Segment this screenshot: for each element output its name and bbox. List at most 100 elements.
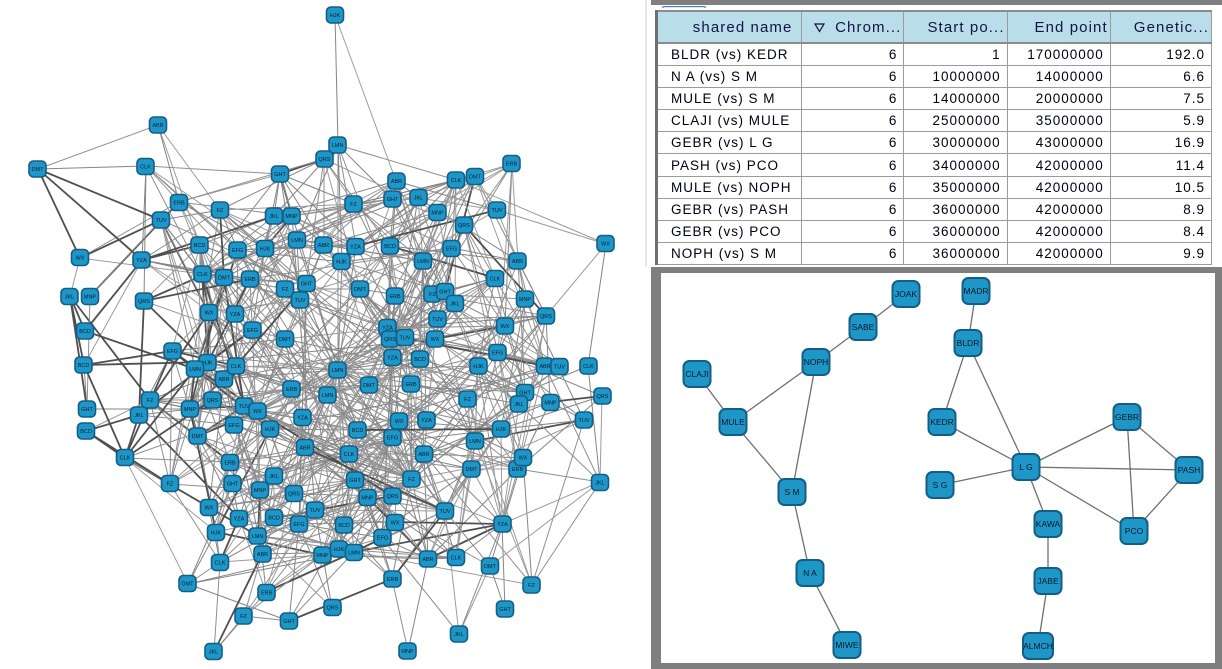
svg-text:GHT: GHT: [81, 407, 93, 413]
svg-text:JKL: JKL: [65, 295, 74, 301]
svg-text:ABR: ABR: [218, 377, 229, 383]
svg-text:TUV: TUV: [432, 317, 443, 323]
svg-text:JKL: JKL: [134, 413, 143, 419]
svg-text:PCO: PCO: [1125, 526, 1144, 536]
svg-text:ERB: ERB: [512, 467, 524, 473]
svg-text:GHT: GHT: [499, 607, 511, 613]
svg-text:LMN: LMN: [332, 368, 344, 374]
svg-text:HJK: HJK: [265, 427, 276, 433]
svg-text:ABR: ABR: [418, 452, 429, 458]
svg-text:DMT: DMT: [218, 276, 231, 282]
svg-text:ERB: ERB: [387, 577, 399, 583]
svg-text:QRS: QRS: [384, 337, 396, 343]
svg-text:HJK: HJK: [473, 364, 484, 370]
svg-text:JKL: JKL: [514, 402, 523, 408]
svg-text:FZ: FZ: [147, 398, 154, 404]
svg-text:ABR: ABR: [318, 243, 329, 249]
svg-text:ERB: ERB: [173, 201, 185, 207]
svg-text:ERB: ERB: [405, 382, 417, 388]
svg-text:YZA: YZA: [136, 258, 147, 264]
svg-text:KAWA: KAWA: [1036, 519, 1061, 529]
svg-text:JKL: JKL: [269, 474, 278, 480]
svg-text:DMT: DMT: [469, 175, 482, 181]
svg-text:JKL: JKL: [595, 481, 604, 487]
svg-text:CLK: CLK: [197, 272, 208, 278]
svg-text:ABR: ABR: [512, 259, 523, 265]
svg-text:YZA: YZA: [497, 522, 508, 528]
svg-text:MNP: MNP: [431, 211, 444, 217]
svg-text:JKL: JKL: [454, 632, 463, 638]
svg-text:MNP: MNP: [254, 488, 267, 494]
svg-text:BCD: BCD: [78, 363, 90, 369]
svg-text:CLK: CLK: [120, 456, 131, 462]
svg-text:LMN: LMN: [322, 393, 334, 399]
svg-text:TUV: TUV: [554, 365, 565, 371]
svg-text:YZA: YZA: [230, 312, 241, 318]
svg-text:ERB: ERB: [389, 294, 401, 300]
svg-text:BCD: BCD: [194, 243, 206, 249]
svg-text:MULE: MULE: [721, 417, 745, 427]
svg-text:GHT: GHT: [519, 391, 531, 397]
svg-text:YZA: YZA: [387, 356, 398, 362]
svg-text:ABR: ABR: [299, 446, 310, 452]
svg-text:HJK: HJK: [260, 247, 271, 253]
svg-text:FZ: FZ: [408, 477, 415, 483]
svg-text:CLK: CLK: [490, 277, 501, 283]
svg-text:DMT: DMT: [279, 337, 292, 343]
svg-text:ERB: ERB: [244, 277, 256, 283]
svg-text:QRS: QRS: [458, 223, 470, 229]
svg-text:FZ: FZ: [528, 583, 535, 589]
svg-text:CLK: CLK: [344, 452, 355, 458]
svg-text:FZ: FZ: [282, 287, 289, 293]
svg-text:ERB: ERB: [506, 162, 518, 168]
svg-text:FZ: FZ: [167, 482, 174, 488]
svg-text:LMN: LMN: [291, 238, 303, 244]
svg-text:WX: WX: [76, 256, 85, 262]
svg-text:MNP: MNP: [184, 407, 197, 413]
svg-text:S M: S M: [784, 487, 799, 497]
svg-text:CLAJI: CLAJI: [685, 369, 708, 379]
svg-text:NOPH: NOPH: [804, 357, 829, 367]
svg-text:TUV: TUV: [239, 404, 250, 410]
svg-text:BCD: BCD: [414, 357, 426, 363]
svg-text:GHT: GHT: [274, 172, 286, 178]
svg-text:DMT: DMT: [354, 287, 367, 293]
svg-text:MNP: MNP: [544, 401, 557, 407]
svg-text:CLK: CLK: [451, 178, 462, 184]
svg-text:ABR: ABR: [539, 364, 550, 370]
svg-text:GHT: GHT: [349, 478, 361, 484]
svg-text:HJK: HJK: [330, 13, 341, 19]
svg-text:MNP: MNP: [285, 214, 298, 220]
svg-text:WX: WX: [253, 409, 262, 415]
svg-text:QRS: QRS: [288, 492, 300, 498]
svg-text:YZA: YZA: [297, 416, 308, 422]
svg-text:EFG: EFG: [387, 436, 398, 442]
svg-text:JKL: JKL: [209, 650, 218, 656]
svg-text:DMT: DMT: [182, 582, 195, 588]
svg-text:MNP: MNP: [361, 496, 374, 502]
svg-text:WX: WX: [205, 311, 214, 317]
svg-text:FZ: FZ: [429, 292, 436, 298]
svg-text:TUV: TUV: [492, 208, 503, 214]
svg-text:BCD: BCD: [268, 516, 280, 522]
svg-text:CLK: CLK: [140, 165, 151, 171]
svg-text:QRS: QRS: [387, 494, 399, 500]
svg-text:WX: WX: [501, 324, 510, 330]
svg-text:GHT: GHT: [439, 290, 451, 296]
svg-text:ABR: ABR: [391, 179, 402, 185]
svg-text:BCD: BCD: [384, 244, 396, 250]
svg-text:MNP: MNP: [84, 295, 97, 301]
svg-text:GHT: GHT: [301, 282, 313, 288]
svg-text:LMN: LMN: [348, 551, 360, 557]
svg-text:ALMCH: ALMCH: [1023, 641, 1053, 651]
svg-text:HJK: HJK: [336, 260, 347, 266]
svg-text:TUV: TUV: [295, 298, 306, 304]
svg-text:GHT: GHT: [283, 619, 295, 625]
svg-text:SABE: SABE: [852, 322, 875, 332]
svg-text:DMT: DMT: [484, 564, 497, 570]
svg-text:PASH: PASH: [1178, 465, 1201, 475]
svg-text:LMN: LMN: [189, 367, 201, 373]
svg-text:GHT: GHT: [227, 482, 239, 488]
svg-text:MADR: MADR: [963, 286, 988, 296]
svg-text:MNP: MNP: [401, 649, 414, 655]
